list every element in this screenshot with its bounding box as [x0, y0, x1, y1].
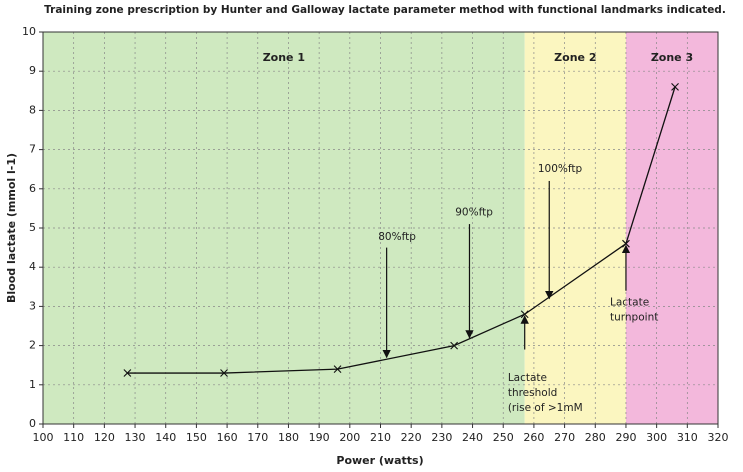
x-tick-label: 260	[523, 431, 544, 444]
x-tick-label: 240	[462, 431, 483, 444]
y-tick-label: 1	[29, 378, 36, 391]
annotation: 80%ftp	[378, 231, 416, 243]
annotation: (rise of >1mM	[508, 402, 583, 414]
annotation: 90%ftp	[455, 206, 493, 218]
x-tick-label: 150	[186, 431, 207, 444]
x-tick-label: 130	[125, 431, 146, 444]
x-tick-label: 160	[217, 431, 238, 444]
grid	[42, 31, 719, 425]
x-tick-label: 280	[585, 431, 606, 444]
y-tick-label: 0	[29, 417, 36, 430]
x-tick-label: 320	[708, 431, 729, 444]
x-tick-label: 190	[309, 431, 330, 444]
x-tick-label: 250	[493, 431, 514, 444]
annotation: turnpoint	[610, 311, 658, 323]
y-tick-label: 7	[29, 143, 36, 156]
annotation: threshold	[508, 387, 557, 399]
plot-frame	[42, 31, 719, 425]
x-tick-label: 220	[401, 431, 422, 444]
data-point	[123, 369, 132, 377]
zone-label: Zone 2	[554, 51, 596, 64]
y-axis-label: Blood lactate (mmol l-1)	[5, 153, 18, 303]
y-tick-label: 6	[29, 182, 36, 195]
x-tick-label: 140	[155, 431, 176, 444]
zone-label: Zone 1	[263, 51, 305, 64]
data-point	[671, 82, 679, 91]
x-tick-label: 120	[94, 431, 115, 444]
x-tick-label: 210	[370, 431, 391, 444]
zone-label: Zone 3	[651, 51, 693, 64]
x-tick-label: 270	[554, 431, 575, 444]
y-tick-label: 5	[29, 221, 36, 234]
y-tick-label: 9	[29, 64, 36, 77]
y-tick-label: 3	[29, 299, 36, 312]
x-tick-label: 200	[339, 431, 360, 444]
annotation: Lactate	[508, 372, 547, 384]
x-tick-label: 310	[677, 431, 698, 444]
x-tick-label: 110	[63, 431, 84, 444]
annotation: Lactate	[610, 296, 649, 308]
y-tick-label: 10	[22, 25, 36, 38]
y-tick-label: 2	[29, 339, 36, 352]
data-point	[220, 369, 228, 377]
y-tick-label: 4	[29, 260, 36, 273]
data-point	[333, 365, 342, 374]
x-tick-label: 180	[278, 431, 299, 444]
x-tick-label: 100	[33, 431, 54, 444]
x-tick-label: 290	[615, 431, 636, 444]
x-tick-label: 230	[431, 431, 452, 444]
x-tick-label: 170	[247, 431, 268, 444]
x-axis-label: Power (watts)	[336, 454, 423, 467]
y-tick-label: 8	[29, 103, 36, 116]
data-point	[450, 341, 459, 350]
annotation: 100%ftp	[538, 163, 583, 175]
chart-title: Training zone prescription by Hunter and…	[44, 4, 726, 16]
x-tick-label: 300	[646, 431, 667, 444]
